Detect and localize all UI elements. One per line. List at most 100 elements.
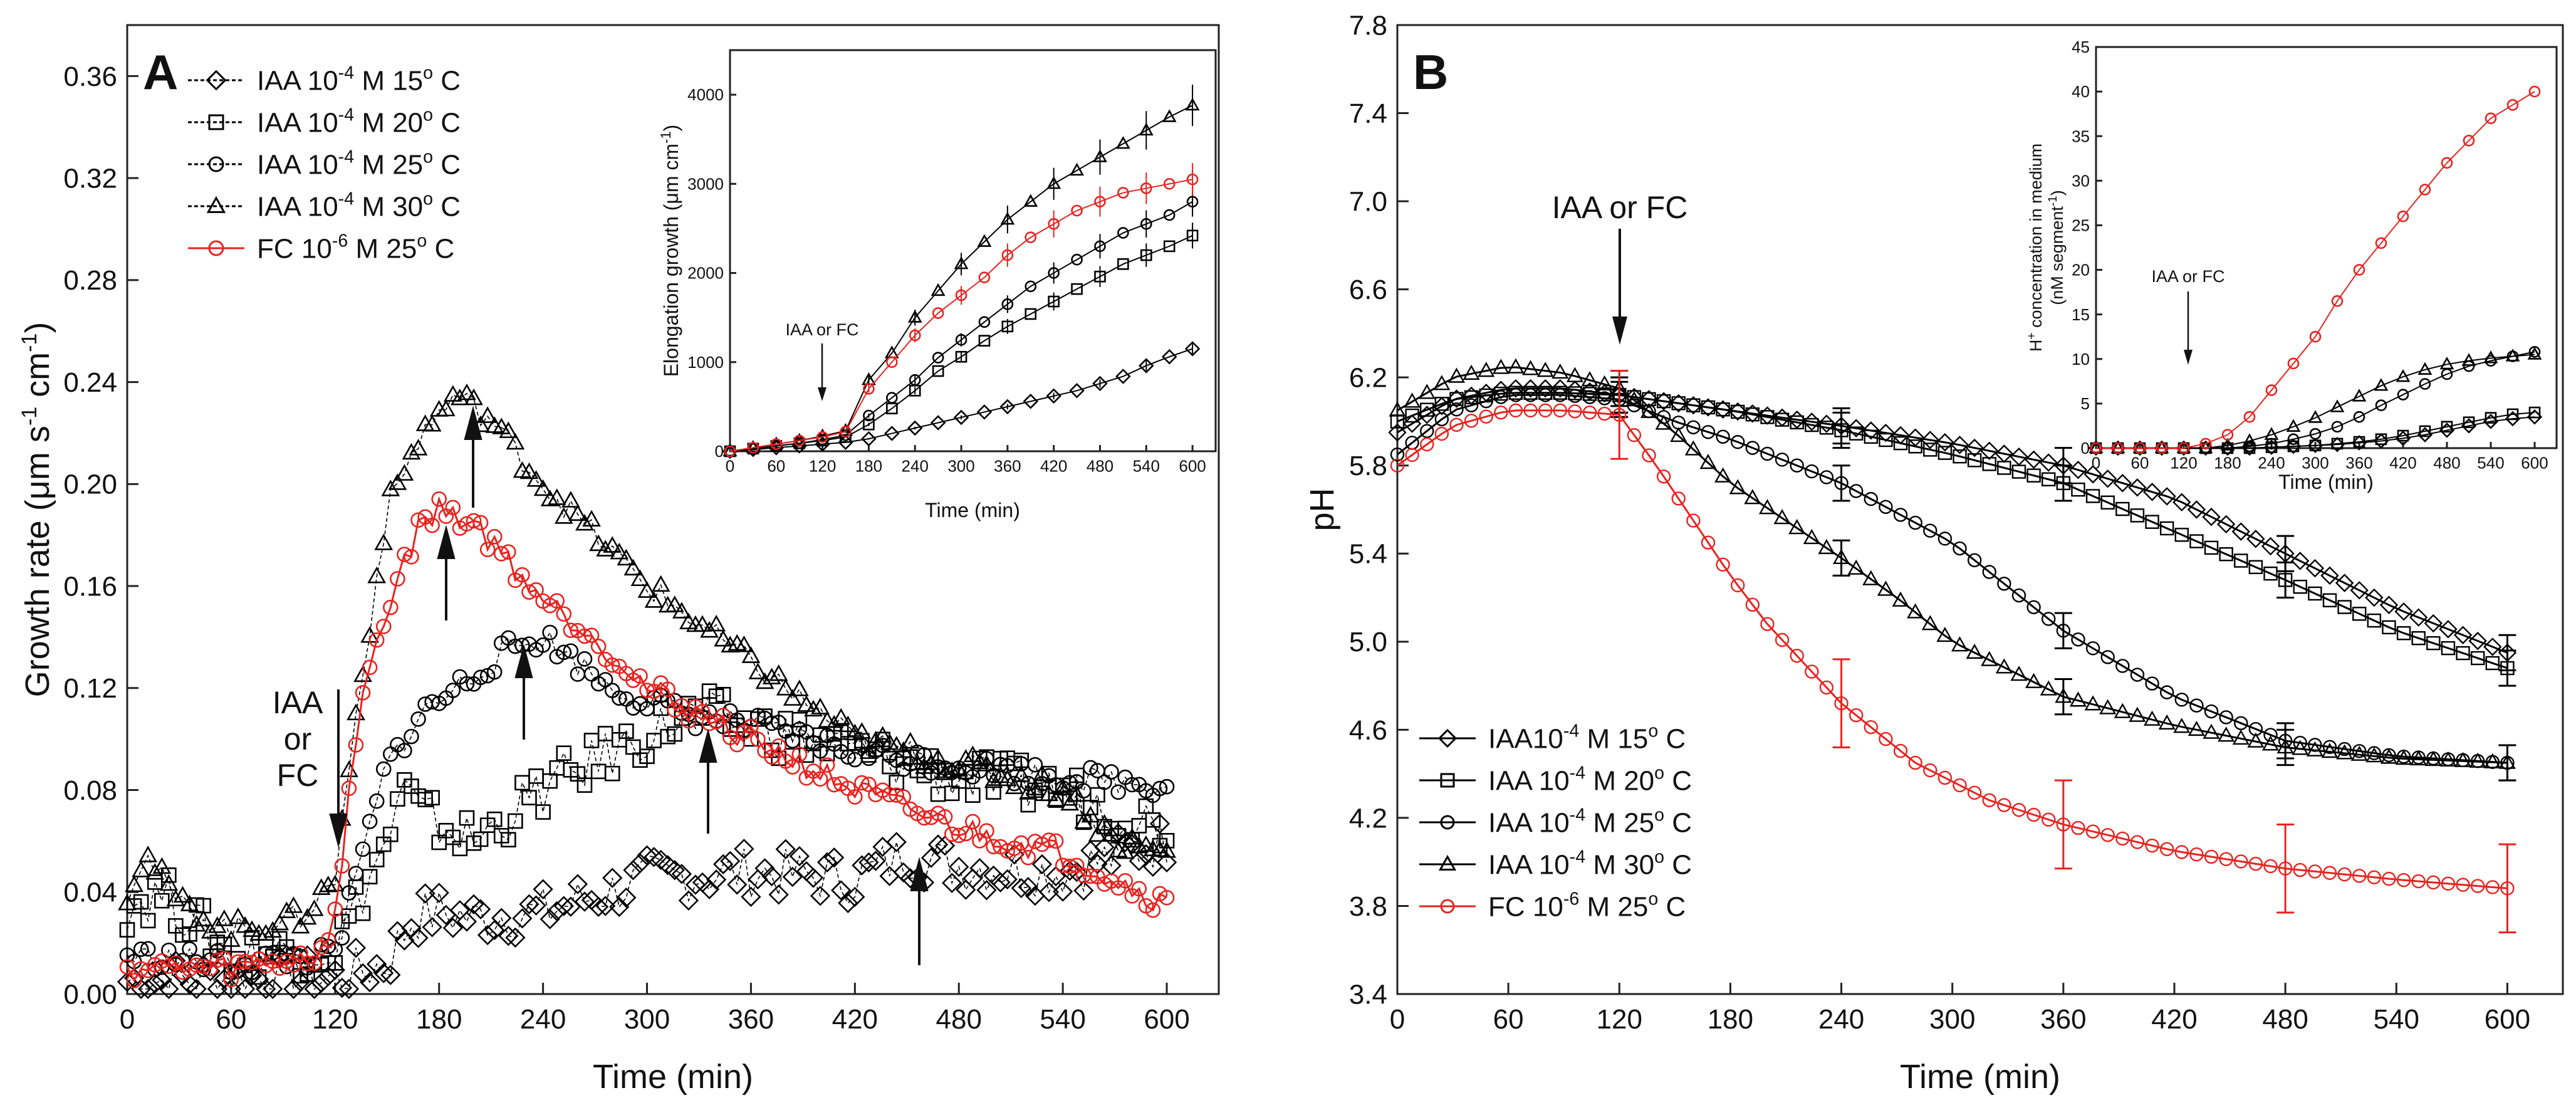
inset-data-point [886,356,898,369]
inset-data-point [955,350,967,363]
inset-data-point [816,431,828,443]
data-point [2261,537,2280,556]
data-point [2470,651,2485,666]
data-point [2174,693,2189,707]
data-point [854,775,870,791]
data-point [611,690,627,706]
data-point [2306,741,2323,756]
legend-entry: IAA 10-4 M 15o C [188,63,461,96]
inset-data-point [1048,295,1060,308]
legend-entry: IAA 10-4 M 25o C [1419,805,1692,838]
x-tick-label: 180 [2214,454,2241,473]
data-point [667,726,683,742]
data-point [2396,873,2411,887]
data-point [556,606,572,622]
panel-b-inset: 0 5 10 15 20 25 30 35 40 45 0 60 120 180 240 300 360 420… [2025,38,2558,493]
data-point [2382,871,2396,886]
data-point [549,593,565,609]
inset-data-point [1092,375,1108,392]
inset-data-point [2463,416,2475,429]
data-point [1110,784,1126,800]
data-point [761,866,782,887]
inset-data-point [863,409,875,422]
data-point [949,760,969,777]
inset-data-point [930,415,946,431]
data-point [368,632,385,648]
data-point [345,938,367,958]
data-point [305,899,324,916]
legend-entry: FC 10-6 M 25o C [1419,889,1686,922]
data-point [1684,440,1702,456]
data-point [2382,620,2396,635]
data-point [1937,770,1953,785]
data-point [1048,833,1064,849]
data-point [505,927,526,948]
data-point [1067,785,1087,802]
data-point [1011,765,1031,782]
data-point [422,415,442,432]
legend-entry: IAA 10-4 M 20o C [188,105,461,138]
data-point [2024,450,2043,469]
data-point [707,614,726,632]
data-point [859,742,879,759]
y-tick-label: 0.04 [63,877,117,908]
data-point [694,704,711,720]
inset-data-point [2396,369,2411,382]
inset-data-point [1025,231,1037,243]
panel-a-letter: A [143,44,178,100]
legend-label: IAA 10-4 M 25o C [257,147,461,180]
data-point [368,852,385,867]
data-point [486,664,503,680]
inset-series-2 [2090,346,2541,454]
data-point [1434,412,1449,427]
data-point [2247,732,2265,748]
data-point [436,399,456,417]
data-point [1671,491,1686,506]
data-point [132,861,150,877]
data-point [1597,387,1612,402]
panel-b: B 3.4 3.8 4.2 4.6 5.0 5.4 5.8 6.2 6.6 7.0 7.4 7.8 0… [1303,10,2564,1096]
y-tick-label: 0 [715,442,724,461]
data-point [993,756,1008,773]
data-point [858,852,879,873]
inset-data-point [2417,362,2433,375]
data-point [1760,410,1775,424]
inset-data-point [2221,429,2234,441]
inset-data-point [2287,440,2300,453]
data-point [311,878,331,895]
data-point [2424,614,2443,633]
data-point [840,749,856,765]
data-point [2248,857,2263,871]
panel-a-arrowhead-25c [514,644,533,678]
inset-data-point [2441,157,2453,169]
data-point [1405,408,1419,423]
inset-data-point [1001,298,1014,310]
data-point [519,894,540,914]
data-point [721,636,740,652]
data-point [300,955,315,971]
data-point [1494,386,1508,401]
series-1 [1390,376,2516,687]
data-point [764,749,780,765]
data-point [404,549,419,565]
series-line [1397,392,2508,669]
inset-data-point [793,434,806,447]
data-point [1921,615,1939,631]
data-point [216,951,232,966]
data-point [479,542,496,558]
y-tick-label: 20 [2072,261,2090,280]
panel-a-arrows [329,406,929,965]
inset-data-point [2287,357,2300,370]
data-point [1046,790,1065,807]
data-point [1018,877,1038,898]
data-point [2485,880,2500,894]
data-point [2084,695,2102,711]
data-point [986,784,1001,800]
x-tick-label: 480 [1087,457,1113,476]
data-point [526,895,546,916]
data-point [1568,389,1582,403]
data-point [388,473,407,490]
data-point [2261,735,2280,751]
data-point [290,971,311,992]
data-point [222,930,241,947]
